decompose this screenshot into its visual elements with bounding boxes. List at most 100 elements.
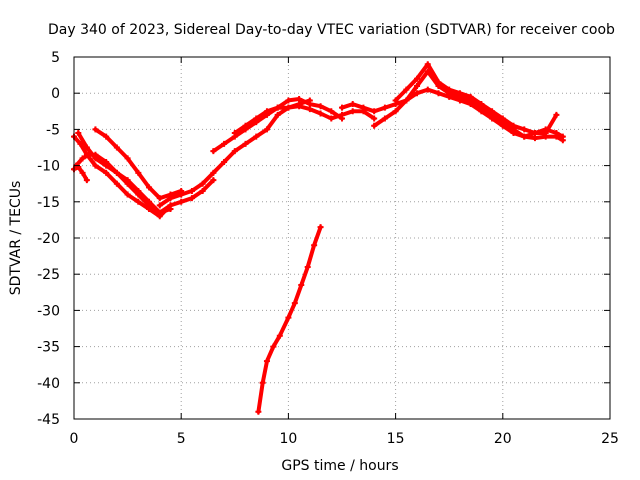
data-point <box>210 148 217 155</box>
data-point <box>259 379 266 386</box>
data-point <box>381 104 388 111</box>
y-tick-label: -10 <box>37 159 60 175</box>
data-point <box>113 169 120 176</box>
data-point <box>403 86 410 93</box>
y-tick-label: -15 <box>37 195 60 211</box>
data-point <box>285 104 292 111</box>
data-point <box>124 180 131 187</box>
data-point <box>231 148 238 155</box>
data-point <box>371 115 378 122</box>
data-point <box>263 108 270 115</box>
data-point <box>306 101 313 108</box>
x-axis-label: GPS time / hours <box>281 458 398 474</box>
x-tick-label: 15 <box>387 431 405 447</box>
y-axis-label: SDTVAR / TECUs <box>8 181 24 296</box>
data-point <box>113 144 120 151</box>
y-tick-label: -45 <box>37 412 60 428</box>
data-point <box>349 108 356 115</box>
x-tick-label: 5 <box>177 431 186 447</box>
data-point <box>79 155 86 162</box>
y-tick-label: -5 <box>46 122 60 138</box>
data-point <box>489 108 496 115</box>
data-point <box>553 111 560 118</box>
data-point <box>103 158 110 165</box>
data-point <box>135 191 142 198</box>
series-arc-k <box>393 62 559 135</box>
data-point <box>276 332 283 339</box>
data-point <box>414 75 421 82</box>
data-point <box>135 169 142 176</box>
data-point <box>92 162 99 169</box>
data-point <box>553 130 560 137</box>
data-layer <box>71 61 566 415</box>
data-point <box>167 206 174 213</box>
data-point <box>531 130 538 137</box>
data-point <box>199 180 206 187</box>
data-point <box>156 209 163 216</box>
y-tick-label: -40 <box>37 376 60 392</box>
data-point <box>178 191 185 198</box>
data-point <box>328 108 335 115</box>
data-point <box>521 126 528 133</box>
data-point <box>499 115 506 122</box>
data-point <box>317 224 324 231</box>
data-point <box>146 184 153 191</box>
data-point <box>306 106 313 113</box>
x-tick-label: 25 <box>601 431 619 447</box>
data-point <box>424 61 431 68</box>
data-point <box>521 133 528 140</box>
data-point <box>446 86 453 93</box>
data-point <box>75 130 82 137</box>
data-point <box>146 202 153 209</box>
y-tick-label: -20 <box>37 231 60 247</box>
data-point <box>559 133 566 140</box>
data-point <box>92 126 99 133</box>
data-point <box>221 158 228 165</box>
data-point <box>435 79 442 86</box>
y-tick-label: 0 <box>51 86 60 102</box>
data-point <box>156 195 163 202</box>
data-point <box>135 198 142 205</box>
data-point <box>392 108 399 115</box>
data-point <box>435 90 442 97</box>
series-arc-i <box>340 87 565 143</box>
data-point <box>381 115 388 122</box>
data-point <box>371 108 378 115</box>
y-tick-label: -30 <box>37 303 60 319</box>
data-point <box>86 151 93 158</box>
data-point <box>403 97 410 104</box>
data-point <box>349 101 356 108</box>
data-point <box>210 177 217 184</box>
x-tick-label: 10 <box>279 431 297 447</box>
data-point <box>328 115 335 122</box>
data-point <box>274 104 281 111</box>
data-point <box>311 242 318 249</box>
data-point <box>92 151 99 158</box>
data-point <box>242 122 249 129</box>
data-point <box>424 68 431 75</box>
data-point <box>424 86 431 93</box>
data-point <box>188 195 195 202</box>
data-point <box>274 111 281 118</box>
data-point <box>103 169 110 176</box>
data-point <box>113 180 120 187</box>
data-point <box>75 164 82 171</box>
data-point <box>467 93 474 100</box>
data-point <box>83 177 90 184</box>
data-point <box>456 90 463 97</box>
data-point <box>178 198 185 205</box>
data-point <box>263 126 270 133</box>
data-point <box>253 133 260 140</box>
y-tick-label: 5 <box>51 50 60 66</box>
data-point <box>124 155 131 162</box>
data-point <box>253 115 260 122</box>
data-point <box>296 103 303 110</box>
data-point <box>167 195 174 202</box>
data-point <box>270 343 277 350</box>
data-point <box>221 140 228 147</box>
data-point <box>414 90 421 97</box>
y-tick-label: -35 <box>37 340 60 356</box>
data-point <box>103 133 110 140</box>
data-point <box>478 101 485 108</box>
data-point <box>79 169 86 176</box>
